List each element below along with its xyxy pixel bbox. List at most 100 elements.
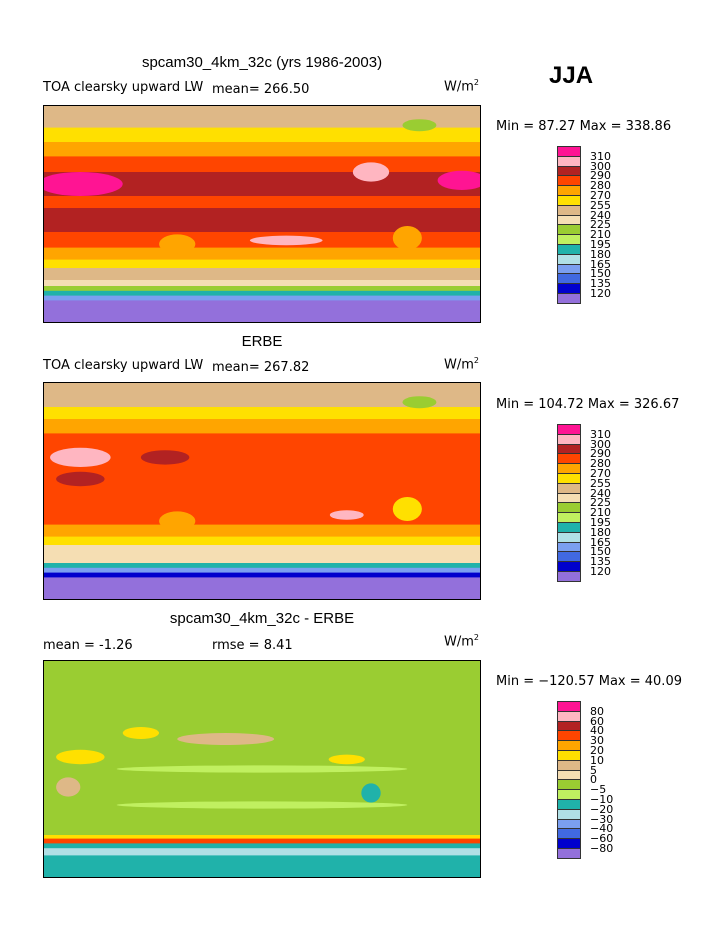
zonal-band — [44, 855, 480, 877]
field-patch — [116, 765, 408, 773]
field-patch — [159, 234, 196, 254]
zonal-band — [44, 843, 480, 849]
colorbar-label: 210 — [590, 228, 611, 242]
panel-2-minmax: Min = 104.72 Max = 326.67 — [496, 397, 680, 412]
panel-1-title: spcam30_4km_32c (yrs 1986-2003) — [141, 54, 383, 71]
colorbar-label: 280 — [590, 179, 611, 193]
panel-2-map — [43, 382, 481, 600]
field-patch — [402, 396, 437, 409]
colorbar-label: 150 — [590, 267, 611, 281]
colorbar-label: 135 — [590, 277, 611, 291]
zonal-band — [44, 536, 480, 546]
zonal-band — [44, 524, 480, 538]
zonal-band — [44, 196, 480, 209]
panel-3-rmse: rmse = 8.41 — [212, 638, 293, 653]
colorbar-label: 195 — [590, 516, 611, 529]
zonal-band — [44, 545, 480, 558]
colorbar-label: 270 — [590, 189, 611, 202]
field-patch — [56, 777, 81, 797]
colorbar-label: −80 — [590, 842, 614, 855]
colorbar-label: 300 — [590, 437, 611, 451]
colorbar-swatch — [557, 847, 581, 859]
colorbar-label: 255 — [590, 476, 611, 490]
zonal-band — [44, 848, 480, 856]
colorbar-label: 255 — [590, 198, 611, 212]
zonal-band — [44, 280, 480, 287]
zonal-band — [44, 156, 480, 173]
field-patch — [392, 497, 422, 521]
field-patch — [361, 783, 381, 803]
colorbar-label: 310 — [590, 427, 611, 441]
colorbar-label: 20 — [590, 744, 604, 757]
zonal-band — [44, 419, 480, 434]
panel-2-field-label: TOA clearsky upward LW — [43, 358, 204, 373]
colorbar-label: −40 — [590, 822, 614, 836]
colorbar-label: 290 — [590, 169, 611, 183]
zonal-band — [44, 835, 480, 840]
zonal-band — [44, 300, 480, 322]
colorbar-label: 150 — [590, 545, 611, 559]
colorbar-label: 135 — [590, 555, 611, 569]
field-patch — [116, 801, 408, 809]
colorbar-label: 120 — [590, 287, 611, 300]
colorbar-label: 0 — [590, 773, 597, 787]
panel-1-mean: mean= 266.50 — [212, 82, 310, 97]
zonal-band — [44, 577, 480, 599]
zonal-band — [44, 838, 480, 844]
colorbar-label: 180 — [590, 525, 611, 539]
colorbar-label: 300 — [590, 159, 611, 173]
field-patch — [328, 754, 365, 765]
season-label: JJA — [549, 62, 594, 89]
field-patch — [159, 511, 196, 531]
field-patch — [352, 162, 390, 182]
zonal-band — [44, 567, 480, 574]
colorbar-label: 195 — [590, 238, 611, 251]
colorbar-label: 30 — [590, 734, 604, 748]
colorbar-label: 290 — [590, 447, 611, 461]
panel-1-minmax: Min = 87.27 Max = 338.86 — [496, 119, 672, 134]
colorbar-label: 165 — [590, 257, 611, 271]
colorbar-swatch — [557, 292, 581, 304]
field-patch — [437, 170, 480, 190]
panel-1-field-label: TOA clearsky upward LW — [43, 80, 204, 95]
panel-1-map — [43, 105, 481, 323]
zonal-band — [44, 106, 480, 129]
panel-1-units: W/m2 — [444, 78, 479, 95]
colorbar-label: 225 — [590, 218, 611, 232]
zonal-band — [44, 661, 480, 698]
colorbar-label: 165 — [590, 535, 611, 549]
panel-3-title: spcam30_4km_32c - ERBE — [169, 610, 355, 627]
field-patch — [50, 447, 111, 467]
colorbar-label: 80 — [590, 704, 604, 718]
panel-3-units: W/m2 — [444, 633, 479, 650]
panel-2-title: ERBE — [241, 333, 283, 350]
zonal-band — [44, 286, 480, 292]
field-patch — [56, 749, 105, 765]
colorbar-label: 225 — [590, 496, 611, 510]
zonal-band — [44, 259, 480, 269]
colorbar-label: 120 — [590, 565, 611, 578]
field-patch — [56, 471, 105, 487]
colorbar-label: 280 — [590, 457, 611, 471]
colorbar-label: −5 — [590, 783, 607, 797]
panel-3-mean: mean = -1.26 — [43, 638, 133, 653]
zonal-band — [44, 268, 480, 281]
panel-2-colorbar — [557, 424, 581, 582]
zonal-band — [44, 433, 480, 450]
panel-2-mean: mean= 267.82 — [212, 360, 310, 375]
field-patch — [249, 235, 323, 246]
field-patch — [392, 226, 422, 250]
field-patch — [402, 119, 437, 132]
colorbar-label: 240 — [590, 208, 611, 222]
zonal-band — [44, 247, 480, 261]
colorbar-swatch — [557, 570, 581, 582]
colorbar-label: 180 — [590, 247, 611, 261]
panel-3-colorbar — [557, 701, 581, 859]
colorbar-label: 270 — [590, 467, 611, 480]
colorbar-label: −10 — [590, 793, 614, 806]
zonal-band — [44, 449, 480, 474]
field-patch — [140, 450, 190, 465]
colorbar-label: 210 — [590, 506, 611, 520]
colorbar-label: 10 — [590, 753, 604, 767]
panel-1-colorbar — [557, 146, 581, 304]
